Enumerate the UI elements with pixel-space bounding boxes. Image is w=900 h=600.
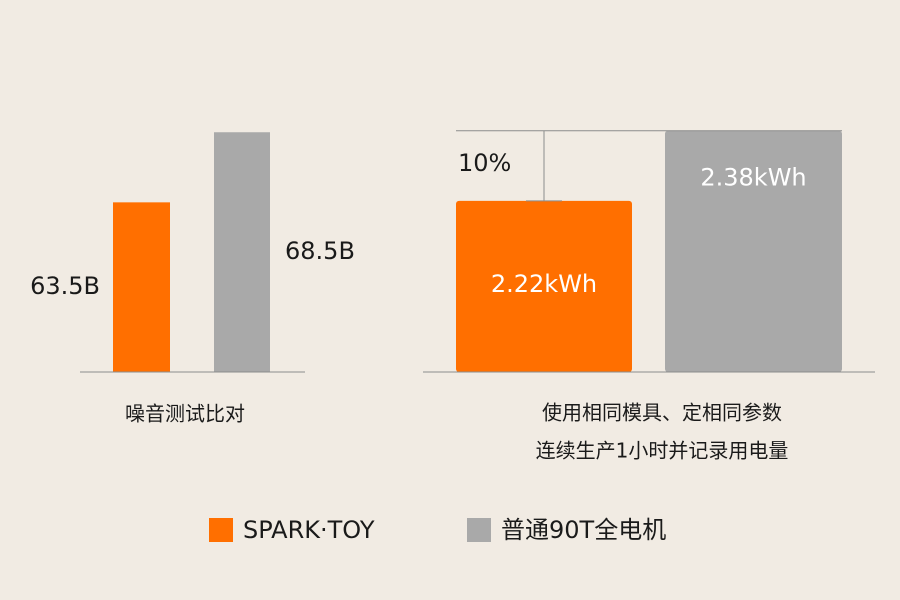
- bar: [214, 132, 270, 372]
- value-label: 63.5B: [30, 272, 100, 300]
- annotation: 10%: [458, 149, 511, 177]
- value-label: 68.5B: [285, 237, 355, 265]
- value-label: 2.38kWh: [700, 164, 806, 192]
- legend-swatch: [467, 518, 491, 542]
- value-label: 2.22kWh: [491, 270, 597, 298]
- bar: [456, 200, 632, 372]
- caption: 连续生产1小时并记录用电量: [536, 439, 789, 463]
- caption: 使用相同模具、定相同参数: [542, 401, 782, 425]
- bar: [665, 130, 842, 372]
- legend-swatch: [209, 518, 233, 542]
- legend-label: SPARK·TOY: [243, 516, 375, 544]
- bar: [113, 202, 170, 372]
- legend-label: 普通90T全电机: [501, 516, 666, 544]
- caption: 噪音测试比对: [125, 402, 245, 426]
